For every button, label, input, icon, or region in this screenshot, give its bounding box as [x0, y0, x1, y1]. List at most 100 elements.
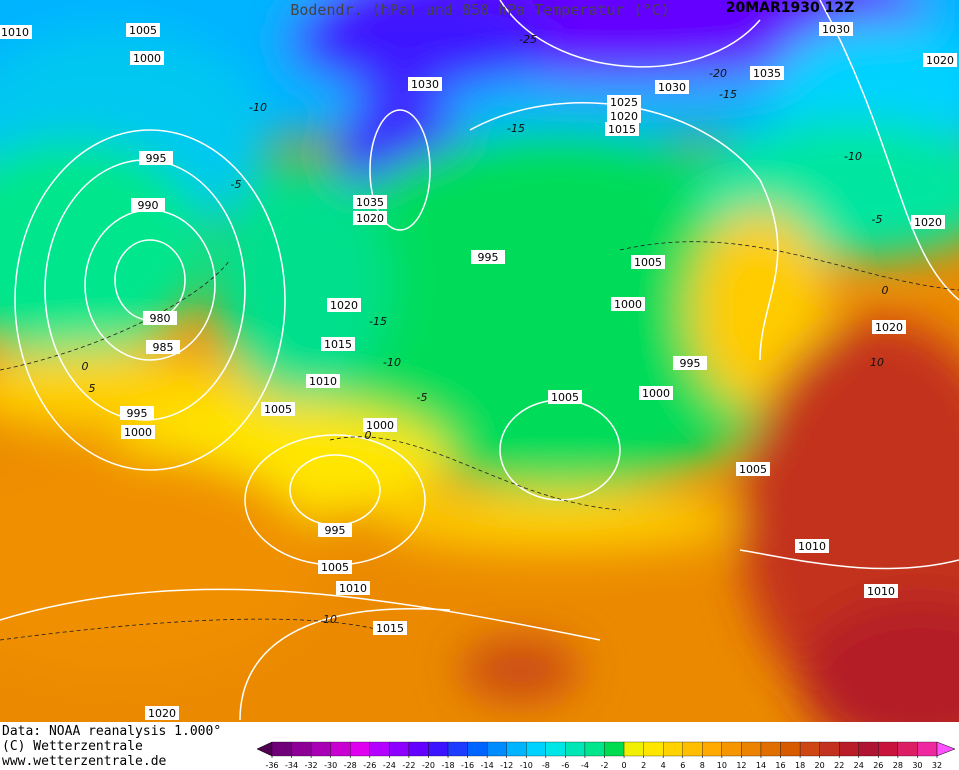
colorbar-swatch	[663, 741, 683, 757]
isobar-label: 1000	[133, 52, 161, 65]
isobar-label-box	[0, 25, 32, 39]
colorbar-tick-label: -26	[363, 761, 376, 770]
temperature-label: -25	[519, 33, 537, 46]
isobar-label-box	[121, 425, 155, 439]
map-date: 20MAR1930 12Z	[726, 0, 855, 16]
colorbar-tick-label: 6	[680, 761, 685, 770]
colorbar-swatch	[682, 741, 703, 757]
isobar-label-box	[321, 337, 355, 351]
colorbar-tick-label: -18	[441, 761, 454, 770]
isobar-label-box	[750, 66, 784, 80]
colorbar-tick-label: 0	[622, 761, 627, 770]
colorbar-tick-label: -2	[601, 761, 609, 770]
isobar-label-box	[819, 22, 853, 36]
temperature-label: -5	[417, 391, 428, 404]
isobar-label-box	[143, 311, 177, 325]
isobar-label-box	[306, 374, 340, 388]
colorbar-tick-label: -14	[481, 761, 494, 770]
isobar-label: 1030	[411, 78, 439, 91]
colorbar-swatch	[447, 741, 468, 757]
temperature-label: -10	[249, 101, 267, 114]
temperature-label: -10	[844, 150, 862, 163]
isobar-label-box	[363, 418, 397, 432]
colorbar-tick-label: -4	[581, 761, 589, 770]
temperature-label: 0	[365, 429, 372, 442]
footer-line: www.wetterzentrale.de	[2, 754, 167, 769]
colorbar-swatch	[545, 741, 566, 757]
isobar-label: 1025	[610, 96, 638, 109]
isobar-label: 1010	[309, 375, 337, 388]
colorbar-tick-label: -22	[402, 761, 415, 770]
colorbar-tick-label: -28	[344, 761, 357, 770]
colorbar-tick-label: 30	[912, 761, 922, 770]
isobar-label-box	[872, 320, 906, 334]
temperature-label: 0	[882, 284, 889, 297]
colorbar-tick-label: 8	[700, 761, 705, 770]
isobar-label: 1005	[634, 256, 662, 269]
colorbar-swatch	[878, 741, 899, 757]
colorbar-swatch	[702, 741, 723, 757]
isobar-label-box	[353, 211, 387, 225]
isobar-label: 990	[138, 199, 159, 212]
isobar-label-box	[631, 255, 665, 269]
isobar-label-box	[923, 53, 957, 67]
colorbar-swatch	[310, 741, 331, 757]
isobar-label: 1005	[129, 24, 157, 37]
isobar-label-box	[607, 95, 641, 109]
isobar-label: 1015	[376, 622, 404, 635]
colorbar-tick-label: 10	[717, 761, 727, 770]
isobar-label-box	[673, 356, 707, 370]
isobar-label-box	[120, 406, 154, 420]
isobar-label: 1005	[321, 561, 349, 574]
isobar-label: 1030	[822, 23, 850, 36]
colorbar-swatch	[839, 741, 859, 757]
isobar-label: 1015	[324, 338, 352, 351]
isobar-label-box	[548, 390, 582, 404]
colorbar-tick-label: 14	[756, 761, 766, 770]
colorbar-swatch	[623, 741, 644, 757]
colorbar-swatch	[584, 741, 605, 757]
title-text: Bodendr. (hPa) und 850 hPa Temperatur (°…	[290, 1, 669, 19]
isobar-label-box	[139, 151, 173, 165]
isobar-label: 1020	[610, 110, 638, 123]
isobar-label-box	[408, 77, 442, 91]
temperature-label: -15	[719, 88, 737, 101]
isobar-label: 1000	[642, 387, 670, 400]
colorbar-swatch	[467, 741, 488, 757]
isobar-label: 1005	[551, 391, 579, 404]
colorbar-tick-label: 28	[893, 761, 903, 770]
colorbar-swatch	[858, 741, 879, 757]
temperature-label: 0	[82, 360, 89, 373]
colorbar-tick-label: 22	[834, 761, 844, 770]
colorbar-swatch	[799, 741, 820, 757]
isobar-label: 1020	[914, 216, 942, 229]
isobar-label-box	[131, 198, 165, 212]
colorbar-tick-label: 18	[795, 761, 805, 770]
isobar-label: 995	[680, 357, 701, 370]
colorbar-swatch	[291, 741, 312, 757]
footer-line: Data: NOAA reanalysis 1.000°	[2, 724, 221, 739]
colorbar-tick-label: 2	[641, 761, 646, 770]
temperature-label: -5	[872, 213, 883, 226]
colorbar-tick-label: -8	[542, 761, 550, 770]
colorbar-tick-label: -6	[561, 761, 569, 770]
colorbar-swatch	[741, 741, 762, 757]
isobar-label-box	[373, 621, 407, 635]
colorbar-arrow-right	[936, 741, 956, 757]
isobar-label: 1005	[264, 403, 292, 416]
isobar-label: 1005	[739, 463, 767, 476]
colorbar-swatch	[428, 741, 449, 757]
isobar-label-box	[126, 23, 160, 37]
isobar-label: 995	[325, 524, 346, 537]
colorbar: -36 -34 -32 -30 -28 -26 -24 -22 -20 -18 -16 -14 -12-…	[256, 741, 956, 770]
isotherms	[0, 241, 959, 641]
isobar-label: 1020	[330, 299, 358, 312]
isobar-label: 995	[146, 152, 167, 165]
colorbar-tick-label: -10	[520, 761, 533, 770]
colorbar-tick-label: -24	[383, 761, 396, 770]
colorbar-swatch	[721, 741, 742, 757]
colorbar-swatch	[565, 741, 586, 757]
colorbar-swatch	[819, 741, 840, 757]
contour-labels: 1010 100510009959909809859951000100510101…	[0, 22, 957, 720]
